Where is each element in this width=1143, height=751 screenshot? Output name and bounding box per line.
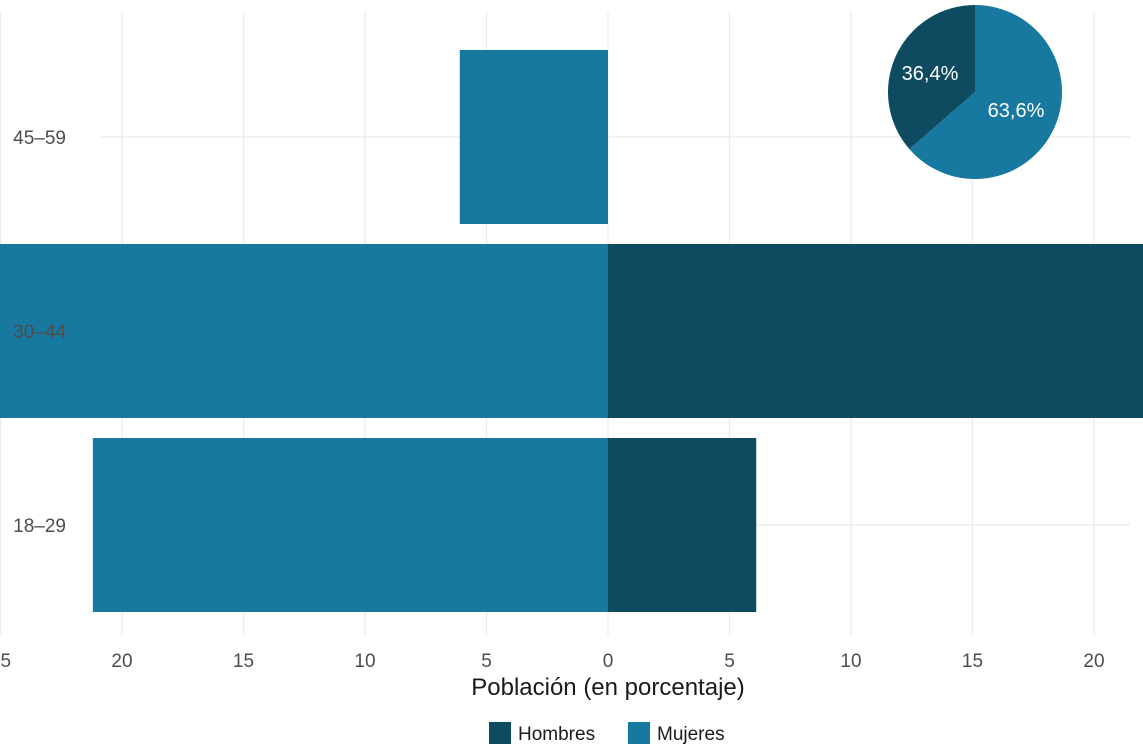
x-tick-label: 5 <box>481 651 492 672</box>
y-tick-label: 30–44 <box>13 322 66 343</box>
legend: Hombres Mujeres <box>489 722 725 745</box>
x-tick-label: 20 <box>1083 651 1104 672</box>
bar-hombres-30–44 <box>608 244 1143 418</box>
pie-label-mujeres: 63,6% <box>988 100 1045 122</box>
x-tick-label: 25 <box>0 651 11 672</box>
bars <box>0 50 1143 612</box>
x-tick-label: 10 <box>354 651 375 672</box>
legend-label-mujeres: Mujeres <box>657 724 725 745</box>
pie-slice-hombres <box>888 5 975 150</box>
x-tick-label: 15 <box>233 651 254 672</box>
bar-hombres-18–29 <box>608 438 757 612</box>
x-axis-ticks: 4035302520151050510152025303540 <box>0 651 1105 672</box>
inset-pie-chart: 36,4% 63,6% <box>888 5 1062 179</box>
y-axis-ticks: 18–29 30–44 45–59 <box>13 128 66 537</box>
pie-label-hombres: 36,4% <box>902 63 959 85</box>
y-tick-label: 18–29 <box>13 516 66 537</box>
x-tick-label: 15 <box>962 651 983 672</box>
legend-key-mujeres <box>628 722 650 744</box>
bar-mujeres-18–29 <box>92 438 609 612</box>
x-tick-label: 20 <box>111 651 132 672</box>
legend-label-hombres: Hombres <box>518 724 595 745</box>
bar-mujeres-45–59 <box>459 50 608 224</box>
bar-mujeres-30–44 <box>0 244 609 418</box>
x-axis-title: Población (en porcentaje) <box>471 674 745 701</box>
pie-slice-mujeres <box>909 5 1062 179</box>
x-tick-label: 5 <box>724 651 735 672</box>
y-tick-label: 45–59 <box>13 128 66 149</box>
x-tick-label: 10 <box>840 651 861 672</box>
legend-key-hombres <box>489 722 511 744</box>
x-tick-label: 0 <box>603 651 614 672</box>
